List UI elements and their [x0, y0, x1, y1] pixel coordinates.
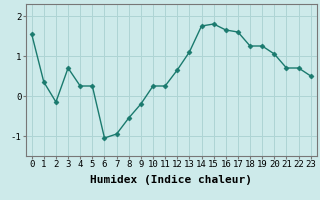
X-axis label: Humidex (Indice chaleur): Humidex (Indice chaleur) — [90, 175, 252, 185]
